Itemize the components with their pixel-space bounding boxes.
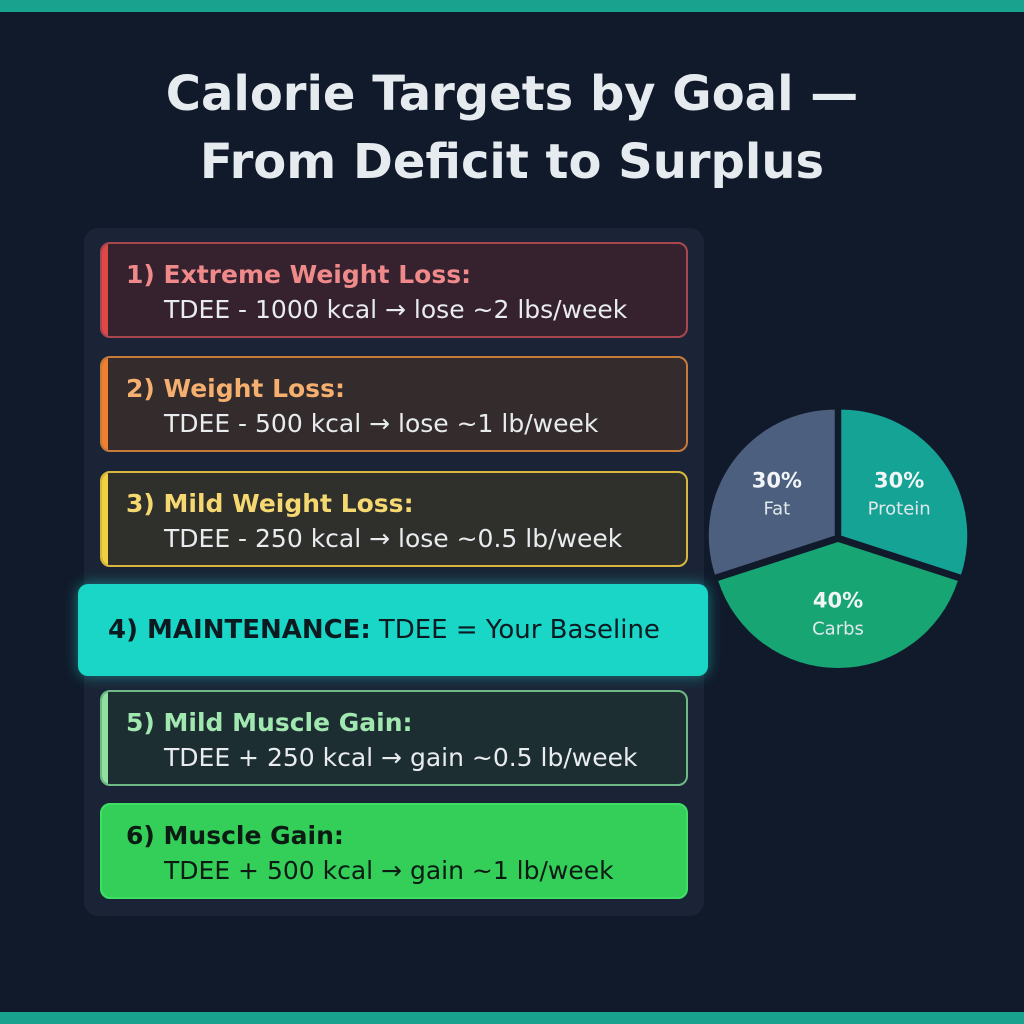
- goal-label: 3) Mild Weight Loss:: [126, 489, 414, 518]
- goal-card: 4) MAINTENANCE: TDEE = Your Baseline: [78, 584, 708, 676]
- title: Calorie Targets by Goal — From Deficit to…: [0, 60, 1024, 196]
- title-line: From Deficit to Surplus: [199, 134, 825, 190]
- goal-card: 6) Muscle Gain: TDEE + 500 kcal → gain ~1…: [100, 803, 688, 899]
- pie-chart: 30% Protein 40% Carbs 30% Fat: [708, 409, 968, 668]
- pie-slice: [718, 542, 958, 668]
- slice-name: Carbs: [812, 619, 864, 640]
- goal-card: 2) Weight Loss: TDEE - 500 kcal → lose ~1…: [100, 356, 688, 452]
- top-strip: [0, 0, 1024, 12]
- goal-detail: TDEE - 500 kcal → lose ~1 lb/week: [164, 409, 599, 438]
- slice-name: Protein: [868, 499, 931, 520]
- bottom-strip: [0, 1012, 1024, 1024]
- slice-name: Fat: [763, 499, 790, 520]
- goal-label: 6) Muscle Gain:: [126, 821, 344, 850]
- goal-detail: TDEE - 250 kcal → lose ~0.5 lb/week: [164, 524, 623, 553]
- slice-value: 30%: [874, 469, 924, 493]
- goal-detail: TDEE - 1000 kcal → lose ~2 lbs/week: [164, 295, 628, 324]
- goal-detail: TDEE + 250 kcal → gain ~0.5 lb/week: [164, 743, 638, 772]
- slice-value: 40%: [813, 589, 863, 613]
- goal-card: 5) Mild Muscle Gain: TDEE + 250 kcal → ga…: [100, 690, 688, 786]
- goal-label: 2) Weight Loss:: [126, 374, 345, 403]
- goal-card: 3) Mild Weight Loss: TDEE - 250 kcal → lo…: [100, 471, 688, 567]
- pie-slice: [841, 409, 968, 575]
- goal-detail: TDEE = Your Baseline: [378, 615, 660, 645]
- pie-slice: [708, 409, 835, 575]
- goal-label: 4) MAINTENANCE:: [108, 615, 371, 645]
- panel: [84, 228, 704, 916]
- goal-detail: TDEE + 500 kcal → gain ~1 lb/week: [164, 856, 614, 885]
- goal-label: 5) Mild Muscle Gain:: [126, 708, 413, 737]
- goal-card: 1) Extreme Weight Loss: TDEE - 1000 kcal …: [100, 242, 688, 338]
- title-line: Calorie Targets by Goal —: [165, 66, 859, 122]
- goal-label: 1) Extreme Weight Loss:: [126, 260, 472, 289]
- slice-value: 30%: [752, 469, 802, 493]
